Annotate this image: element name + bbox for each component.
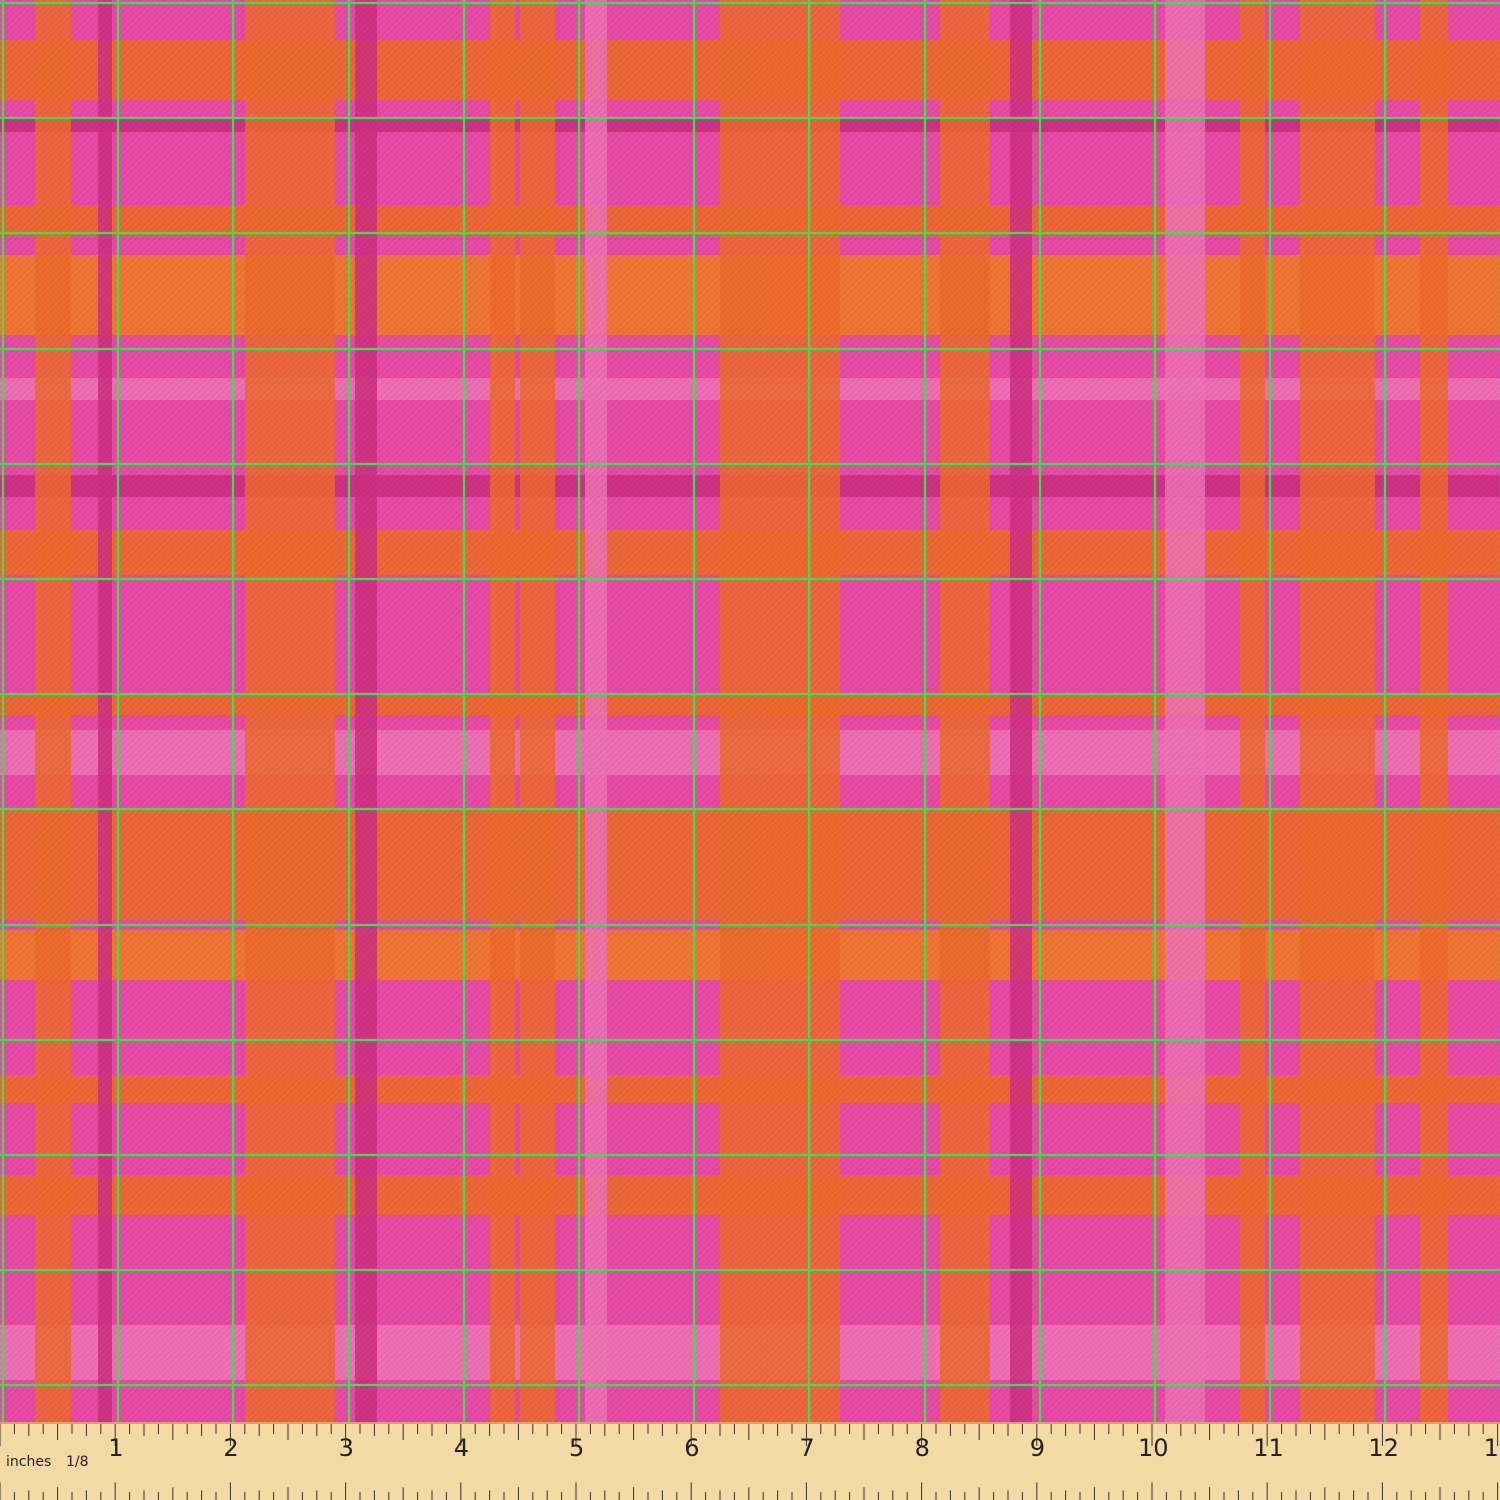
ruler-number: 3 bbox=[339, 1434, 354, 1462]
ruler-number: 1 bbox=[108, 1434, 123, 1462]
ruler-unit-label: inches bbox=[6, 1454, 51, 1470]
weave-texture bbox=[0, 0, 1500, 1422]
ruler-number: 10 bbox=[1138, 1434, 1169, 1462]
ruler-number: 2 bbox=[223, 1434, 238, 1462]
ruler-number: 5 bbox=[569, 1434, 584, 1462]
ruler-number: 8 bbox=[915, 1434, 930, 1462]
ruler-number: 13 bbox=[1484, 1434, 1500, 1462]
ruler-number: 7 bbox=[799, 1434, 814, 1462]
ruler-number: 12 bbox=[1368, 1434, 1399, 1462]
ruler-number: 9 bbox=[1030, 1434, 1045, 1462]
measurement-grid bbox=[0, 0, 1500, 1422]
ruler-fraction-label: 1/8 bbox=[66, 1454, 89, 1470]
inch-ruler: 12345678910111213 inches 1/8 bbox=[0, 1422, 1500, 1500]
ruler-number: 6 bbox=[684, 1434, 699, 1462]
plaid-fabric-swatch bbox=[0, 0, 1500, 1422]
ruler-number: 11 bbox=[1253, 1434, 1284, 1462]
ruler-number: 4 bbox=[454, 1434, 469, 1462]
